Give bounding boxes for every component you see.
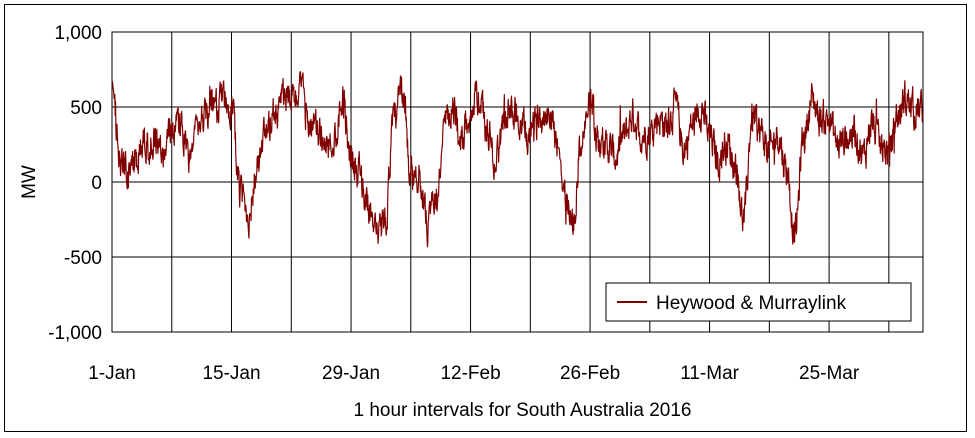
- y-tick-label: 500: [70, 98, 102, 119]
- x-axis-tick-labels: 1-Jan 15-Jan 29-Jan 12-Feb 26-Feb 11-Mar 25-Ma…: [88, 363, 860, 384]
- legend-box: [605, 282, 912, 322]
- x-tick-label: 29-Jan: [322, 363, 380, 384]
- series-line-heywood-murraylink: [111, 71, 924, 248]
- x-tick-label: 12-Feb: [440, 363, 500, 384]
- chart-frame: 1,000 500 0 -500 -1,000 1-Jan 15-Jan 29-Jan 12-…: [4, 4, 967, 432]
- x-tick-label: 25-Mar: [799, 363, 860, 384]
- y-tick-label: 1,000: [54, 23, 102, 44]
- legend-label: Heywood & Murraylink: [656, 293, 847, 314]
- x-tick-label: 26-Feb: [560, 363, 620, 384]
- y-axis-label: MW: [19, 165, 40, 199]
- x-tick-label: 1-Jan: [88, 363, 136, 384]
- x-tick-label: 11-Mar: [680, 363, 739, 384]
- y-tick-label: -1,000: [48, 323, 102, 344]
- line-chart: 1,000 500 0 -500 -1,000 1-Jan 15-Jan 29-Jan 12-…: [19, 23, 924, 421]
- y-axis-tick-labels: 1,000 500 0 -500 -1,000: [48, 23, 102, 344]
- y-tick-label: 0: [91, 173, 102, 194]
- plot-area: [111, 31, 924, 333]
- x-tick-label: 15-Jan: [202, 363, 260, 384]
- y-tick-label: -500: [64, 248, 102, 269]
- legend: Heywood & Murraylink: [605, 282, 912, 322]
- x-axis-label: 1 hour intervals for South Australia 201…: [354, 400, 692, 421]
